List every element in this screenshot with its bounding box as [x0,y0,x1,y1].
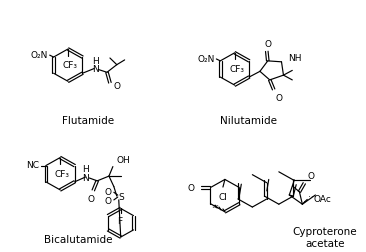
Text: NH: NH [288,53,302,62]
Text: OAc: OAc [313,194,331,203]
Text: O: O [307,172,314,181]
Text: N: N [92,65,98,74]
Text: CF₃: CF₃ [55,169,70,178]
Text: Cl: Cl [219,192,227,201]
Text: S: S [119,192,124,201]
Text: O: O [105,187,112,196]
Text: NC: NC [26,161,39,170]
Text: CF₃: CF₃ [63,61,78,70]
Text: O: O [105,197,112,206]
Text: O₂N: O₂N [197,54,214,63]
Text: Nilutamide: Nilutamide [220,115,277,125]
Text: Cyproterone
acetate: Cyproterone acetate [292,226,357,248]
Text: ...: ... [308,190,317,199]
Text: ≈: ≈ [212,200,219,209]
Text: CF₃: CF₃ [229,65,244,74]
Text: F: F [117,216,122,225]
Text: N: N [82,173,89,182]
Text: O: O [276,94,283,103]
Text: H: H [82,165,89,174]
Text: Bicalutamide: Bicalutamide [44,234,112,244]
Text: OH: OH [117,155,131,164]
Text: H: H [92,56,98,66]
Text: O₂N: O₂N [30,50,48,59]
Text: O: O [264,40,271,49]
Text: O: O [188,183,195,192]
Text: O: O [88,195,95,203]
Text: Flutamide: Flutamide [61,115,114,125]
Text: O: O [114,82,121,91]
